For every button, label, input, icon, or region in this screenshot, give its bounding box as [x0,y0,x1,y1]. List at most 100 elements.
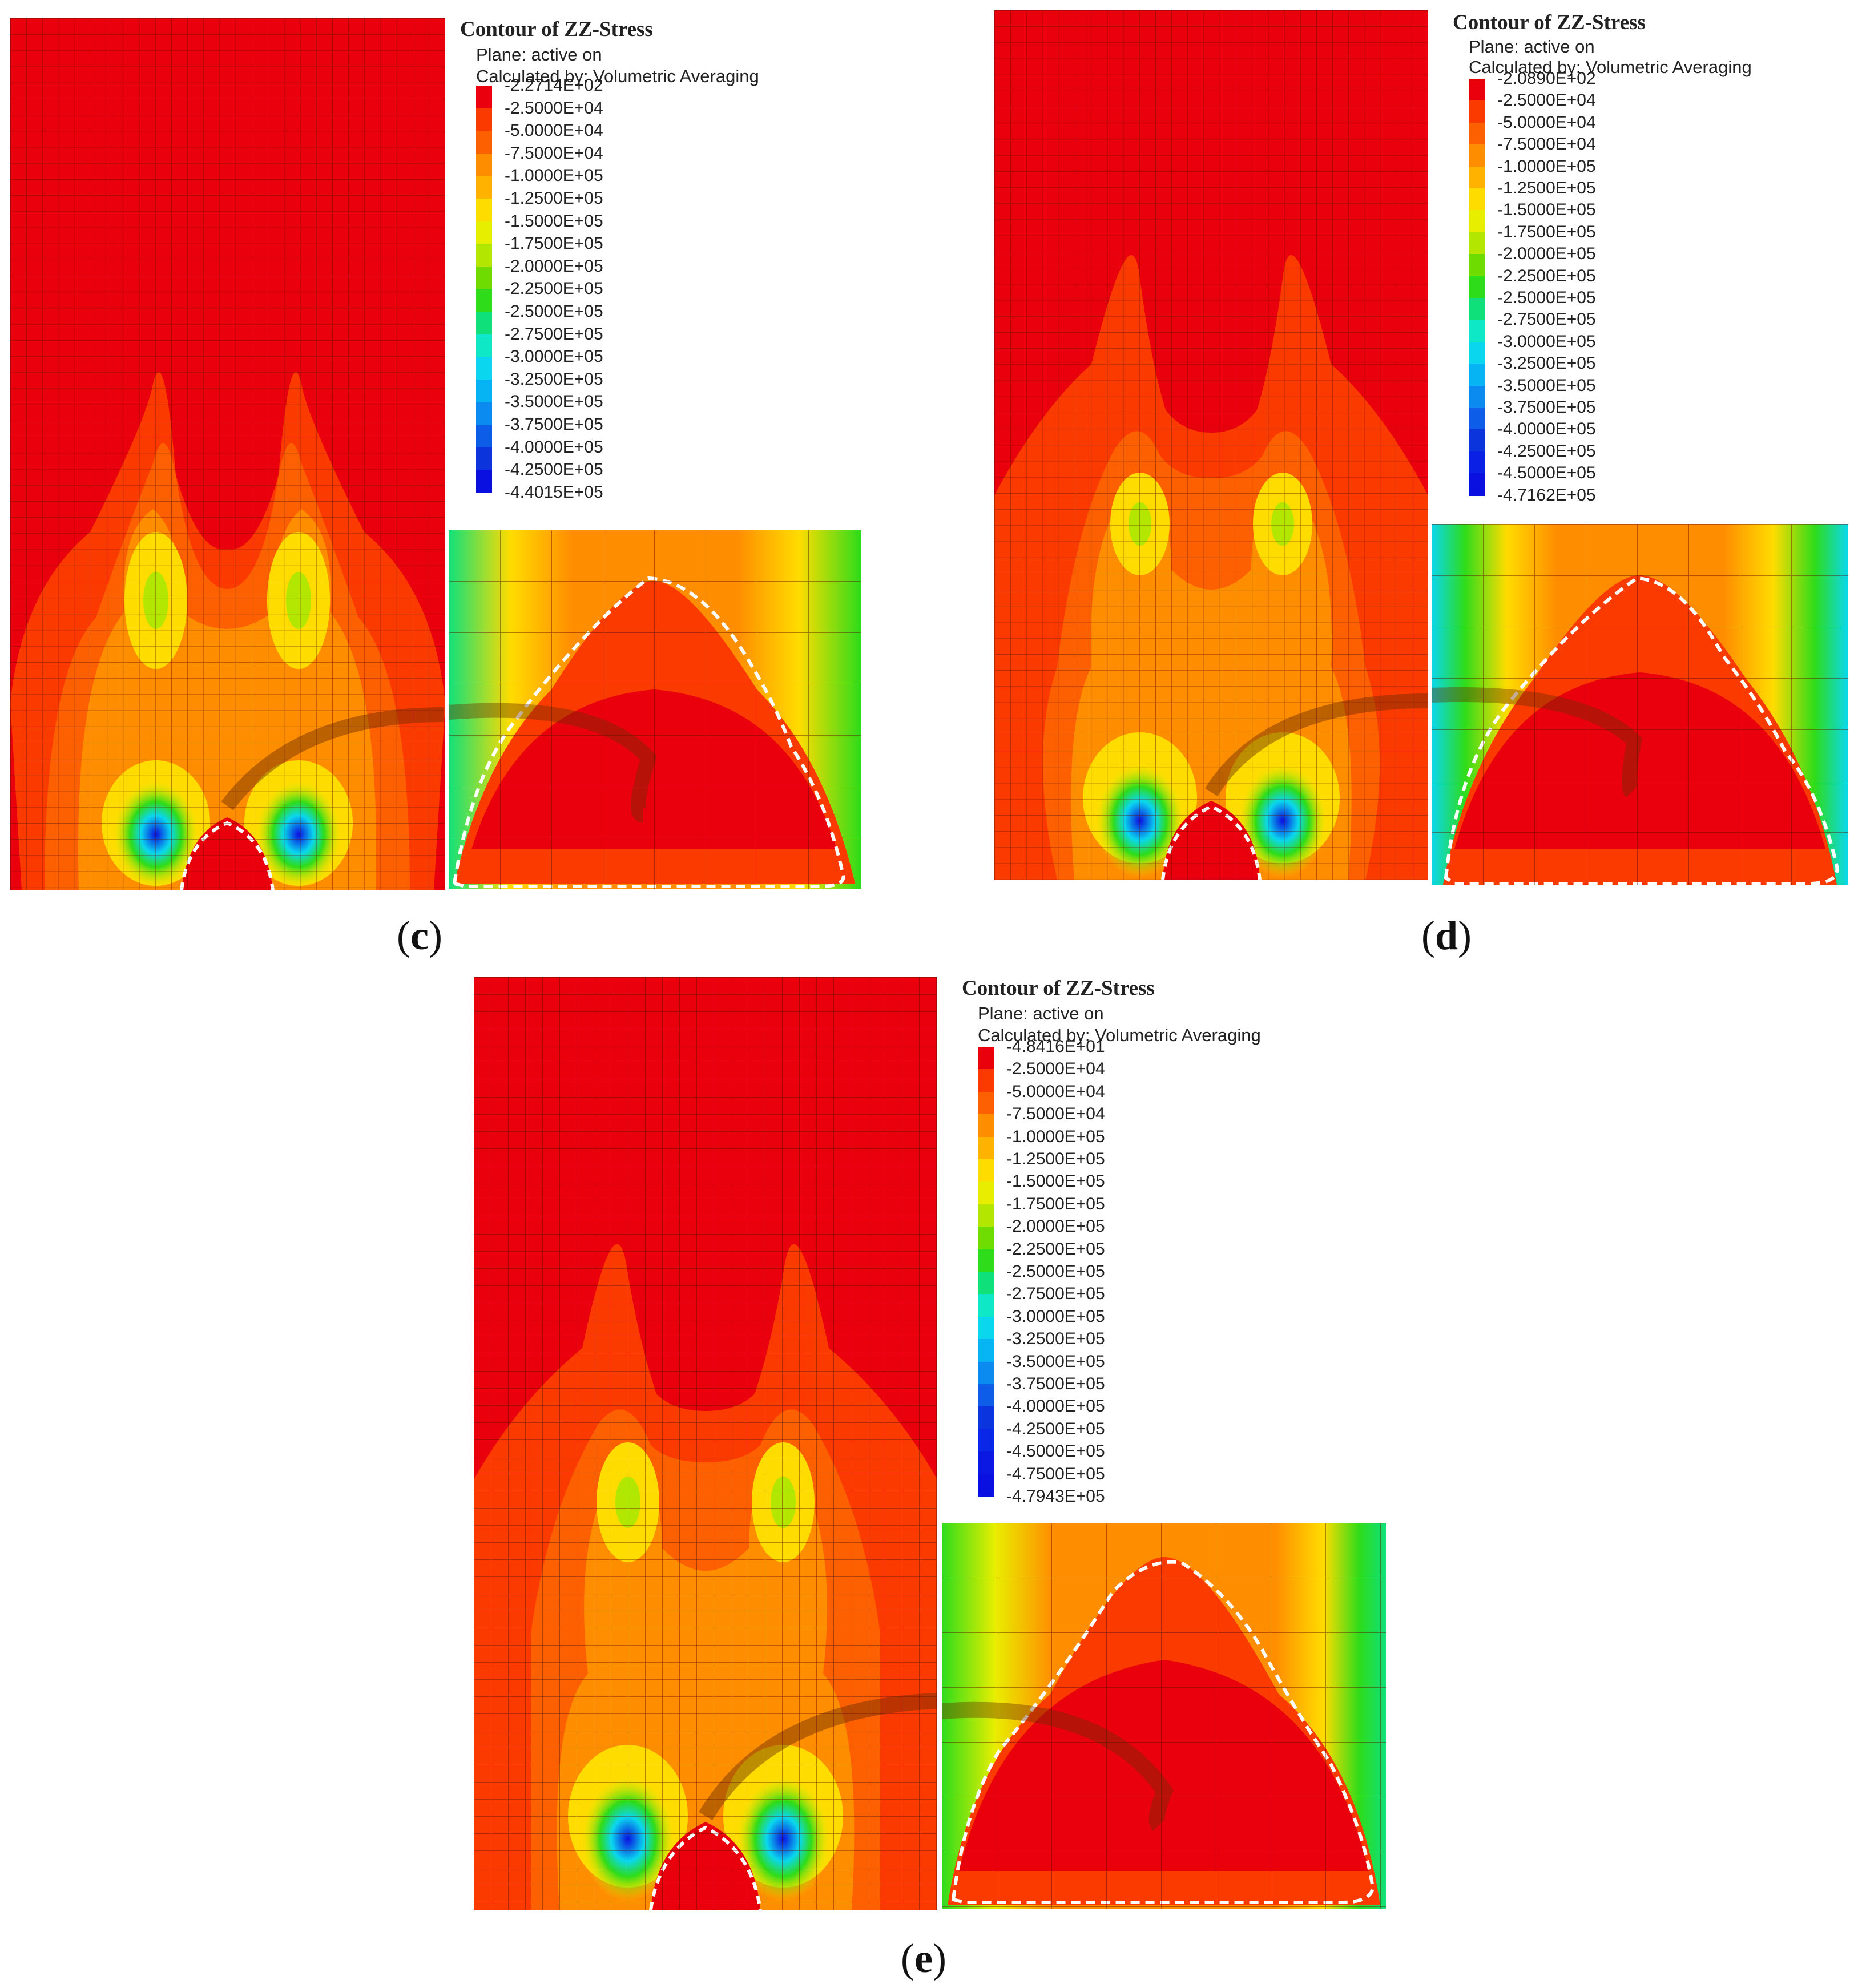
legend-tick-label: -4.0000E+05 [505,437,603,457]
legend-tick-label: -2.7500E+05 [1006,1284,1105,1304]
legend-tick-label: -2.0000E+05 [1497,244,1596,264]
legend-swatch [1469,210,1485,233]
legend-swatch [476,379,492,403]
legend-swatch [978,1227,994,1250]
legend-tick-label: -1.7500E+05 [1006,1194,1105,1213]
legend-tick-label: -4.0000E+05 [1006,1397,1105,1416]
legend-title: Contour of ZZ-Stress [1453,11,1646,34]
legend-swatch [1469,320,1485,342]
legend-swatch [1469,79,1485,102]
legend-swatch [1469,451,1485,474]
legend-tick-label: -3.7500E+05 [1006,1374,1105,1393]
legend-tick-label: -1.2500E+05 [1497,179,1596,197]
legend-tick-label: -2.0000E+05 [1006,1217,1105,1236]
legend-plane: Plane: active on [476,45,602,64]
legend-tick-label: -3.2500E+05 [505,369,603,389]
zoom-inset [1432,524,1848,885]
legend-swatch [978,1181,994,1205]
legend-swatch [978,1384,994,1408]
legend-tick-label: -3.7500E+05 [505,415,603,434]
legend-swatch [1469,254,1485,277]
legend-tick-label: -4.5000E+05 [1006,1442,1105,1461]
legend-tick-label: -1.0000E+05 [505,166,603,186]
legend-swatch [476,153,492,177]
legend: Contour of ZZ-Stress Plane: active on Ca… [962,976,1281,1530]
legend-tick-label: -2.0890E+02 [1497,69,1596,88]
legend-swatch [978,1429,994,1453]
legend-swatch [1469,188,1485,211]
legend-tick-label: -2.7500E+05 [1497,310,1596,329]
legend-tick-label: -3.5000E+05 [505,392,603,412]
legend-tick-label: -1.5000E+05 [1006,1172,1105,1191]
legend-title: Contour of ZZ-Stress [460,18,653,41]
legend-tick-label: -7.5000E+04 [1006,1104,1105,1124]
legend-swatch [1469,429,1485,452]
legend-swatch [476,334,492,358]
legend-title: Contour of ZZ-Stress [962,977,1155,1000]
zoom-inset [449,530,861,889]
legend-swatch [1469,364,1485,386]
panel-caption: (e) [901,1935,946,1981]
legend-tick-label: -4.7943E+05 [1006,1487,1105,1506]
legend-tick-label: -5.0000E+04 [1497,112,1596,132]
legend-tick-label: -3.0000E+05 [505,347,603,366]
legend-tick-label: -2.2500E+05 [505,279,603,299]
legend-swatch [978,1249,994,1272]
legend-method: Calculated by: Volumetric Averaging [1469,57,1752,77]
legend-tick-label: -1.0000E+05 [1497,156,1596,176]
legend-tick-label: -1.7500E+05 [505,234,603,253]
legend-tick-label: -2.0000E+05 [505,256,603,276]
legend-tick-label: -1.0000E+05 [1006,1127,1105,1146]
legend-swatch [476,470,492,493]
zoom-inset [942,1523,1386,1909]
legend-swatch [476,447,492,471]
legend-swatch [476,108,492,132]
legend-tick-label: -1.2500E+05 [1006,1150,1105,1168]
color-scale: -2.0890E+02 -2.5000E+04 -5.0000E+04 -7.5000… [1469,70,1596,503]
color-scale: -4.8416E+01 -2.5000E+04 -5.0000E+04 -7.5000… [978,1038,1105,1505]
legend-tick-label: -4.2500E+05 [1497,441,1596,461]
legend-swatch [476,86,492,109]
legend-swatch [1469,122,1485,146]
legend-swatch [476,176,492,199]
legend-tick-label: -2.2714E+02 [505,76,603,95]
panel-c: Contour of ZZ-Stress Plane: active on Ca… [0,0,890,970]
legend-swatch [978,1339,994,1362]
legend-tick-label: -1.5000E+05 [1497,200,1596,220]
color-scale: -2.2714E+02 -2.5000E+04 -5.0000E+04 -7.5000… [476,77,603,501]
legend-swatch [978,1069,994,1092]
legend-tick-label: -3.2500E+05 [1497,354,1596,373]
legend-swatch [476,312,492,335]
legend-tick-label: -3.5000E+05 [1497,376,1596,395]
legend-tick-label: -7.5000E+04 [505,143,603,163]
legend-swatch [476,221,492,245]
legend-swatch [1469,100,1485,123]
legend-swatch [1469,408,1485,430]
legend-swatch [1469,232,1485,255]
legend-tick-label: -2.5000E+04 [1006,1059,1105,1079]
legend-tick-label: -2.2500E+05 [1497,266,1596,285]
legend: Contour of ZZ-Stress Plane: active on Ca… [1453,10,1772,524]
legend-swatch [476,244,492,267]
legend-swatch [978,1204,994,1228]
legend-swatch [978,1136,994,1160]
legend-swatch [476,357,492,380]
legend-tick-label: -1.7500E+05 [1497,222,1596,241]
legend-plane: Plane: active on [1469,37,1595,57]
legend-tick-label: -2.5000E+05 [505,302,603,321]
legend-tick-label: -2.5000E+04 [505,98,603,118]
panel-caption: (d) [1421,913,1472,958]
legend-tick-label: -2.5000E+04 [1497,91,1596,110]
legend-tick-label: -4.7500E+05 [1006,1464,1105,1483]
legend-tick-label: -1.5000E+05 [505,211,603,231]
legend-tick-label: -3.5000E+05 [1006,1352,1105,1371]
legend-swatch [978,1451,994,1475]
legend-tick-label: -2.2500E+05 [1006,1239,1105,1259]
legend-plane: Plane: active on [978,1003,1104,1023]
legend-swatch [978,1406,994,1430]
legend-tick-label: -5.0000E+04 [1006,1082,1105,1101]
legend-swatch [476,199,492,222]
legend-swatch [1469,166,1485,189]
legend-swatch [978,1047,994,1070]
legend-swatch [1469,341,1485,365]
